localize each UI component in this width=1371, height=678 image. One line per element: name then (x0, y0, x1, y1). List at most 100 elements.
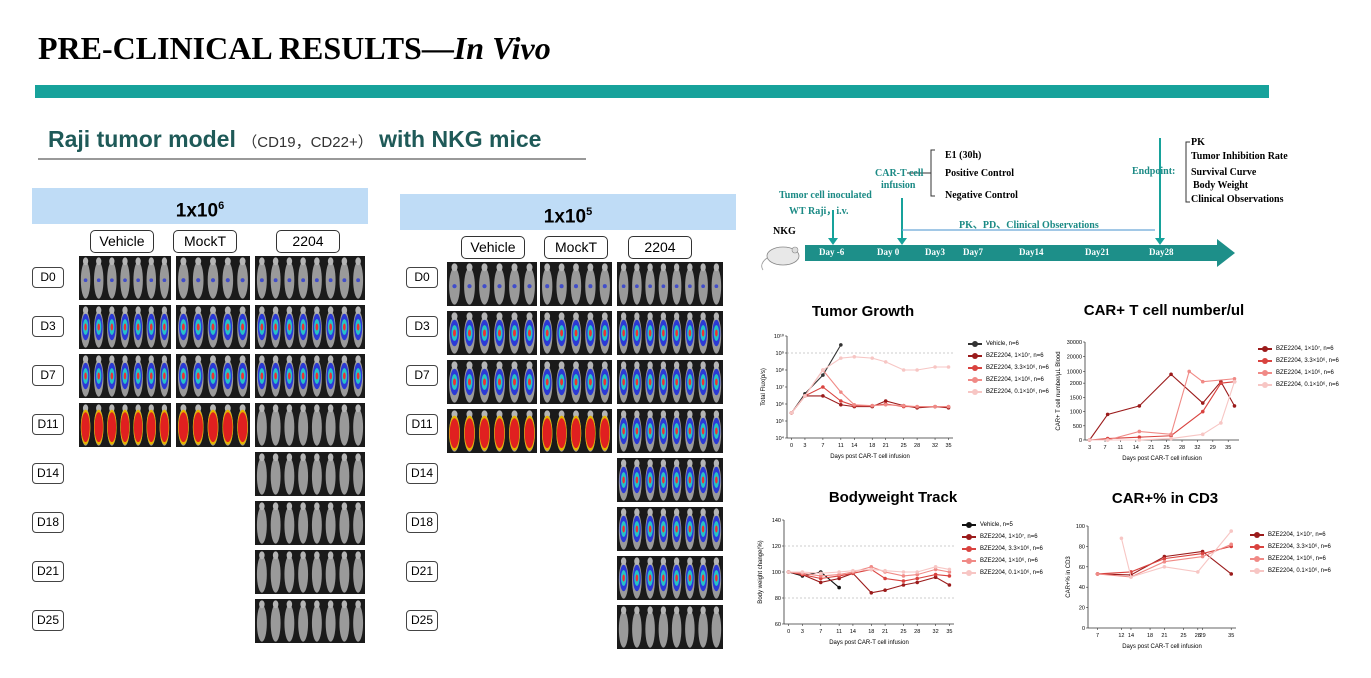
data-point (1229, 529, 1234, 533)
left-group-mockt: MockT (173, 230, 237, 253)
mouse-image (617, 605, 723, 649)
timeline-arrowhead (1217, 239, 1235, 267)
x-tick-label: 32 (1194, 445, 1200, 451)
legend-marker (972, 389, 978, 395)
timeline-graphic (761, 138, 1235, 271)
y-tick-label: 60 (1079, 565, 1085, 571)
data-point (1187, 369, 1191, 374)
legend-item: Vehicle, n=5 (962, 519, 1043, 531)
day-label-d7: D7 (406, 365, 438, 386)
imaging-cell-2204-d0 (617, 262, 723, 306)
controls-bracket (930, 149, 935, 197)
data-point (1162, 559, 1167, 564)
data-point (947, 574, 952, 578)
y-tick-label: 140 (772, 518, 781, 524)
bodyweight-legend: Vehicle, n=5 BZE2204, 1×10⁷, n=6 BZE2204, … (962, 519, 1043, 579)
y-tick-label: 30000 (1067, 340, 1082, 346)
legend-label: BZE2204, 1×10⁶, n=6 (986, 377, 1044, 383)
legend-swatch (962, 558, 976, 564)
x-tick-label: 14 (1128, 633, 1134, 639)
x-tick-label: 28 (914, 443, 920, 449)
x-tick-label: 25 (901, 443, 907, 449)
mouse-image (255, 354, 365, 398)
day-label-d25: D25 (406, 610, 438, 631)
y-axis-label: CAR+ T cell number/μL Blood (1056, 351, 1062, 430)
data-point (946, 404, 951, 409)
imaging-cell-mockt-d11 (176, 403, 250, 447)
mouse-image (447, 360, 537, 404)
left-group-vehicle: Vehicle (90, 230, 154, 253)
y-tick-label: 20000 (1067, 355, 1082, 361)
y-tick-label: 100 (1076, 524, 1085, 530)
data-point (1200, 432, 1205, 437)
data-point (1232, 379, 1237, 384)
day-label-d11: D11 (32, 414, 64, 435)
imaging-cell-vehicle-d7 (79, 354, 171, 398)
series-line-1 (1089, 381, 1235, 441)
legend-marker (1262, 370, 1268, 376)
timeline-day-5: Day21 (1085, 247, 1110, 257)
data-point (915, 404, 919, 409)
legend-marker (972, 341, 978, 347)
data-point (883, 588, 887, 592)
endpoint-bodyweight: Body Weight (1193, 180, 1249, 191)
legend-item: BZE2204, 0.1×10⁶, n=6 (1258, 379, 1339, 391)
legend-swatch (1258, 358, 1272, 364)
legend-marker (1262, 358, 1268, 364)
data-point (933, 567, 938, 572)
data-point (915, 580, 920, 585)
x-tick-label: 29 (1200, 633, 1206, 639)
x-tick-label: 3 (803, 443, 806, 449)
imaging-cell-2204-d21 (255, 550, 365, 594)
data-point (1105, 412, 1110, 417)
imaging-cell-2204-d25 (617, 605, 723, 649)
legend-marker (966, 546, 972, 552)
y-tick-label: 120 (772, 544, 781, 550)
mouse-image (176, 305, 250, 349)
legend-label: BZE2204, 1×10⁷, n=6 (1268, 532, 1326, 538)
title-divider (35, 85, 1269, 98)
imaging-cell-2204-d14 (255, 452, 365, 496)
timeline-day-0: Day -6 (819, 247, 845, 257)
x-tick-label: 7 (821, 443, 824, 449)
mouse-image (255, 599, 365, 643)
cart-arrow-head (897, 238, 907, 245)
data-point (800, 570, 805, 574)
x-axis-label: Days post CAR-T cell infusion (830, 454, 910, 460)
legend-marker (966, 522, 972, 528)
x-tick-label: 25 (1164, 445, 1170, 451)
imaging-cell-2204-d0 (255, 256, 365, 300)
series-line-1 (791, 395, 949, 414)
imaging-cell-mockt-d7 (176, 354, 250, 398)
legend-item: BZE2204, 0.1×10⁶, n=6 (968, 386, 1049, 398)
mouse-image (255, 305, 365, 349)
legend-item: BZE2204, 3.3×10⁶, n=6 (968, 362, 1049, 374)
y-axis-label: Total Flux(p/s) (761, 368, 767, 406)
x-tick-label: 25 (1180, 633, 1186, 639)
mouse-image (540, 360, 612, 404)
y-tick-label: 0 (1082, 626, 1085, 632)
imaging-cell-mockt-d0 (176, 256, 250, 300)
endpoint-clinical: Clinical Observations (1191, 194, 1284, 205)
cart-label-1: CAR-T cell (875, 168, 924, 179)
day-label-d3: D3 (32, 316, 64, 337)
mouse-image (176, 354, 250, 398)
mouse-image (255, 256, 365, 300)
y-tick-label: 100 (772, 570, 781, 576)
data-point (901, 574, 906, 578)
x-tick-label: 18 (869, 443, 875, 449)
data-point (1162, 565, 1167, 569)
legend-item: BZE2204, 3.3×10⁶, n=6 (1258, 355, 1339, 367)
legend-swatch (968, 353, 982, 359)
day-label-d21: D21 (406, 561, 438, 582)
legend-label: BZE2204, 3.3×10⁶, n=6 (1268, 544, 1331, 550)
x-tick-label: 3 (801, 629, 804, 635)
data-point (818, 576, 823, 581)
imaging-cell-vehicle-d11 (447, 409, 537, 453)
data-point (1200, 554, 1205, 559)
data-point (883, 399, 888, 403)
y-axis-label: Body weight change(%) (758, 540, 764, 603)
data-point (821, 385, 825, 389)
data-point (1200, 401, 1205, 405)
imaging-cell-mockt-d3 (540, 311, 612, 355)
